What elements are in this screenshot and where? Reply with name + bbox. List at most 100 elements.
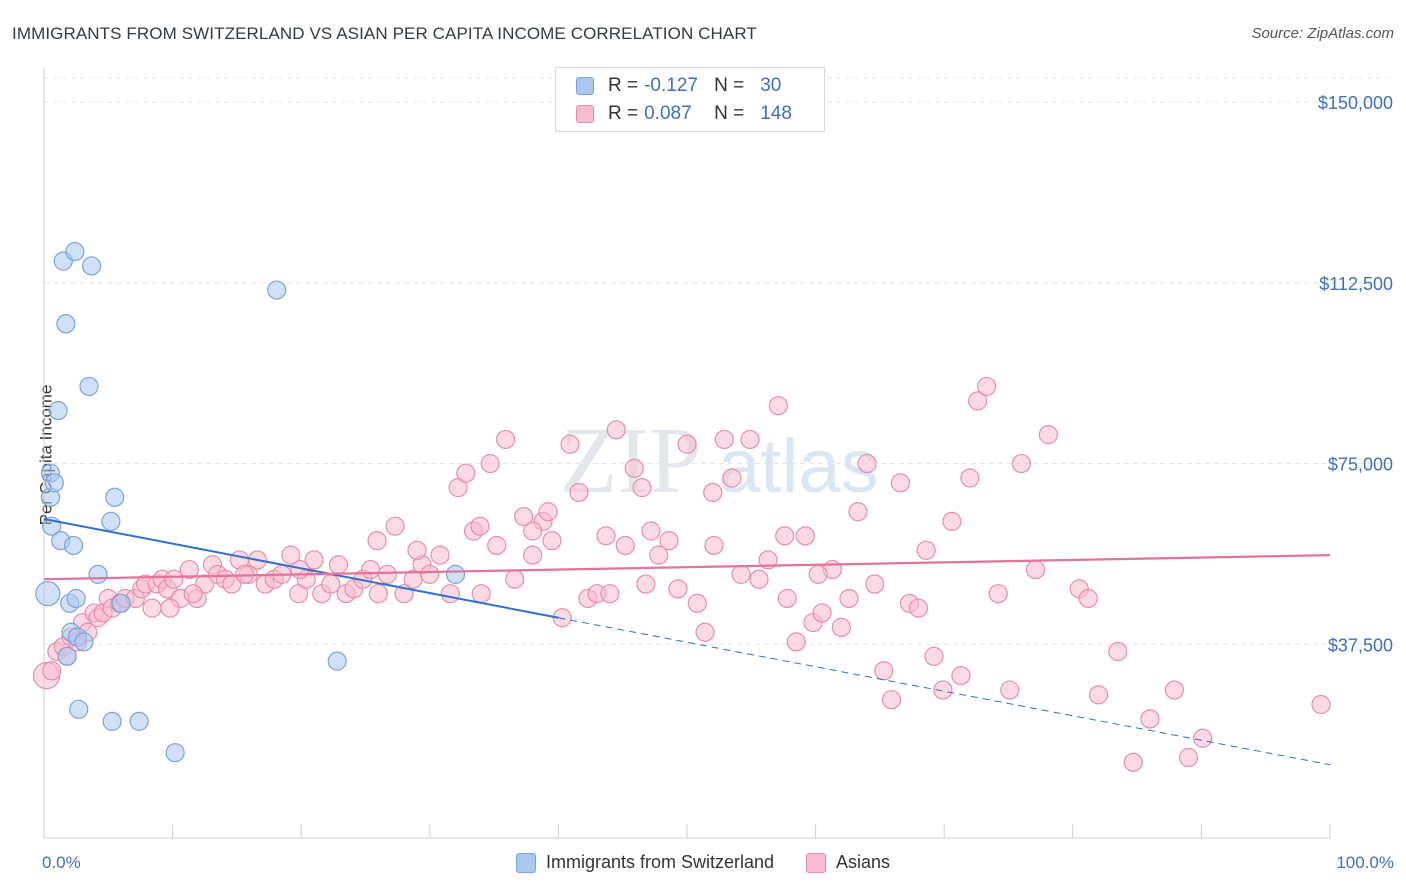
asians-point <box>1011 453 1031 474</box>
asians-point <box>988 584 1008 604</box>
asians-point <box>420 564 440 584</box>
asians-point <box>632 478 652 498</box>
n-label: N = <box>714 75 745 96</box>
asians-point <box>731 564 751 584</box>
swiss-point <box>66 588 86 609</box>
asians-point <box>1311 694 1331 715</box>
asians-point <box>1000 680 1020 700</box>
asians-point <box>430 545 450 565</box>
asians-point <box>942 511 962 531</box>
legend-label-swiss: Immigrants from Switzerland <box>545 852 775 872</box>
r-value: -0.127 <box>644 75 698 96</box>
asians-point <box>812 603 832 623</box>
asians-point <box>722 468 742 488</box>
asians-point <box>407 540 427 560</box>
legend-label-asians: Asians <box>836 852 891 872</box>
swiss-point <box>445 564 466 584</box>
asians-point <box>703 482 723 503</box>
asians-point <box>740 429 760 450</box>
x-tick-left: 0.0% <box>42 853 81 872</box>
asians-point <box>960 468 980 488</box>
asians-point <box>569 482 589 503</box>
asians-point <box>368 584 388 604</box>
asians-point <box>677 434 697 454</box>
asians-point <box>606 420 626 440</box>
asians-point <box>624 458 644 478</box>
asians-point <box>1140 709 1160 729</box>
asians-point <box>440 584 460 604</box>
asians-point <box>704 535 724 556</box>
asians-point <box>890 473 911 493</box>
swiss-point <box>267 280 287 300</box>
legend-row-swiss: R = -0.127 N = 30 <box>576 73 781 99</box>
asians-point <box>385 516 405 536</box>
asians-points <box>32 376 1331 772</box>
asians-point <box>916 540 936 560</box>
legend-swatch-swiss <box>576 77 594 95</box>
asians-point <box>456 463 476 483</box>
swiss-point <box>48 400 68 421</box>
asians-point <box>480 453 500 474</box>
asians-point <box>641 521 661 541</box>
asians-point <box>304 550 324 570</box>
swiss-point <box>63 535 84 556</box>
asians-point <box>321 574 341 594</box>
asians-point <box>839 588 859 609</box>
swiss-point <box>65 241 85 262</box>
asians-point <box>874 661 894 681</box>
asians-point <box>777 588 797 609</box>
asians-point <box>714 429 734 450</box>
swiss-point <box>88 564 108 584</box>
swiss-point <box>165 743 185 763</box>
asians-point <box>470 516 490 536</box>
swiss-point <box>105 487 125 507</box>
asians-point <box>377 564 397 584</box>
asians-point <box>924 646 944 666</box>
asians-point <box>687 593 707 613</box>
asians-point <box>160 598 180 618</box>
asians-point <box>142 598 162 618</box>
asians-point <box>1178 747 1199 768</box>
asians-point <box>471 584 491 604</box>
asians-point <box>795 526 815 546</box>
asians-point <box>977 376 997 397</box>
swiss-point <box>79 376 99 397</box>
y-tick-label: $37,500 <box>1328 635 1393 655</box>
asians-point <box>560 434 580 454</box>
asians-point <box>164 569 184 589</box>
asians-point <box>1038 425 1058 445</box>
asians-point <box>908 598 929 618</box>
y-tick-label: $112,500 <box>1319 274 1393 294</box>
asians-point <box>1078 588 1098 609</box>
legend-swatch-swiss <box>515 852 536 873</box>
y-tick-label: $75,000 <box>1328 455 1393 475</box>
asians-point <box>695 622 715 642</box>
asians-point <box>775 526 795 546</box>
asians-point <box>1193 728 1213 748</box>
asians-point <box>968 391 988 411</box>
asians-point <box>42 661 62 681</box>
asians-point <box>542 531 562 551</box>
legend-swatch-asians <box>576 105 594 123</box>
asians-point <box>831 617 851 638</box>
asians-point <box>183 584 203 604</box>
source-label: Source: ZipAtlas.com <box>1251 25 1394 42</box>
asians-point <box>636 574 656 594</box>
asians-point <box>881 690 902 710</box>
series-legend: Immigrants from Switzerland Asians <box>0 852 1406 873</box>
asians-point <box>487 535 507 556</box>
n-value: 30 <box>760 75 782 96</box>
swiss-point <box>81 256 102 276</box>
asians-trend-line <box>43 554 1331 581</box>
swiss-point <box>129 711 149 731</box>
swiss-point <box>35 581 61 607</box>
r-value: 0.087 <box>644 103 692 124</box>
r-label: R = <box>608 103 639 124</box>
asians-point <box>615 535 635 556</box>
asians-point <box>367 531 387 551</box>
asians-point <box>361 559 381 580</box>
asians-point <box>514 506 534 527</box>
asians-point <box>1108 641 1128 662</box>
y-tick-labels: $37,500 $75,000 $112,500 $150,000 <box>1318 93 1393 655</box>
